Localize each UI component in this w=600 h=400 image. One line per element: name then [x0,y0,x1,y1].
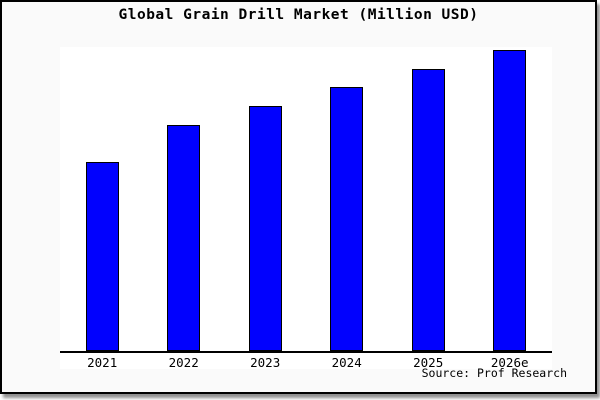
source-attribution: Source: Prof Research [421,366,567,380]
bar-2024 [330,87,364,351]
x-axis-line [60,351,552,353]
bar-2022 [167,124,201,351]
bar-2025 [411,68,445,351]
x-tick-label-2022: 2022 [168,355,199,370]
chart-title: Global Grain Drill Market (Million USD) [118,7,479,23]
x-tick-label-2026e: 2026e [490,355,529,370]
bar-2023 [248,105,282,351]
x-tick-label-2023: 2023 [250,355,281,370]
bar-2021 [85,161,119,351]
bar-2026e [493,50,527,351]
x-tick-label-2024: 2024 [331,355,362,370]
plot-area: 2021 2022 2023 2024 2025 2026e [60,47,552,370]
x-tick-label-2025: 2025 [413,355,444,370]
x-tick-label-2021: 2021 [87,355,118,370]
